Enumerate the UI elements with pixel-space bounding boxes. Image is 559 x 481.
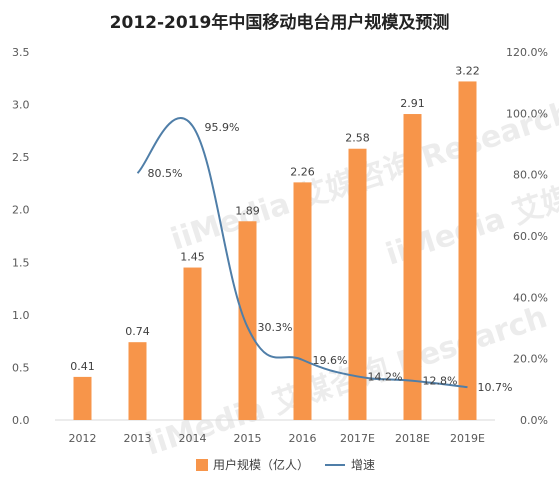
bar-value-label: 3.22 — [455, 64, 480, 77]
bar — [293, 182, 312, 420]
x-tick-label: 2015 — [234, 432, 262, 445]
y-left-tick-label: 2.0 — [12, 204, 30, 217]
x-tick-label: 2014 — [179, 432, 207, 445]
growth-line — [136, 117, 468, 389]
bar — [183, 267, 202, 420]
bar — [128, 342, 147, 420]
y-left-tick-label: 1.5 — [12, 256, 30, 269]
bar-value-label: 0.41 — [70, 360, 95, 373]
legend-swatch-bar — [196, 459, 208, 471]
bar — [458, 81, 477, 420]
y-left-tick-label: 0.0 — [12, 414, 30, 427]
x-tick-label: 2012 — [69, 432, 97, 445]
legend-label-line: 增速 — [351, 458, 375, 472]
bar — [348, 148, 367, 420]
bar-value-label: 2.91 — [400, 97, 425, 110]
line-value-label: 19.6% — [313, 354, 348, 367]
x-tick-label: 2016 — [289, 432, 317, 445]
y-right-tick-label: 80.0% — [513, 169, 548, 182]
x-tick-label: 2017E — [340, 432, 375, 445]
bar-value-label: 1.45 — [180, 251, 205, 264]
bar — [238, 221, 257, 420]
bar-value-label: 2.26 — [290, 165, 315, 178]
line-value-label: 14.2% — [368, 370, 403, 383]
x-tick-label: 2013 — [124, 432, 152, 445]
x-tick-label: 2018E — [395, 432, 430, 445]
bar — [73, 376, 92, 420]
y-left-tick-label: 3.0 — [12, 99, 30, 112]
legend-label-bar: 用户规模（亿人） — [213, 457, 309, 472]
y-left-tick-label: 1.0 — [12, 309, 30, 322]
y-right-tick-label: 0.0% — [520, 414, 548, 427]
bar-value-label: 2.58 — [345, 132, 370, 145]
line-value-label: 95.9% — [205, 121, 240, 134]
line-value-label: 30.3% — [258, 321, 293, 334]
y-left-tick-label: 3.5 — [12, 46, 30, 59]
line-value-label: 12.8% — [423, 375, 458, 388]
chart-title: 2012-2019年中国移动电台用户规模及预测 — [109, 13, 450, 33]
line-value-label: 80.5% — [148, 167, 183, 180]
y-right-tick-label: 40.0% — [513, 291, 548, 304]
y-right-tick-label: 60.0% — [513, 230, 548, 243]
y-right-tick-label: 20.0% — [513, 353, 548, 366]
line-value-label: 10.7% — [478, 381, 513, 394]
y-right-tick-label: 100.0% — [506, 107, 548, 120]
x-tick-label: 2019E — [450, 432, 485, 445]
y-right-tick-label: 120.0% — [506, 46, 548, 59]
bar-value-label: 0.74 — [125, 325, 150, 338]
bar — [403, 114, 422, 420]
y-left-tick-label: 0.5 — [12, 361, 30, 374]
y-left-tick-label: 2.5 — [12, 151, 30, 164]
bar-value-label: 1.89 — [235, 204, 260, 217]
